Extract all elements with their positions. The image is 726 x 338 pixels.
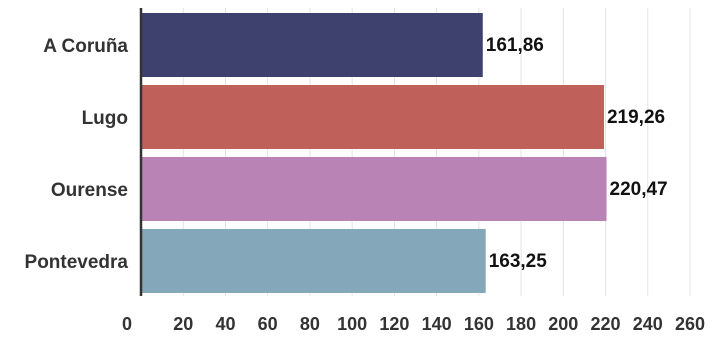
x-tick-label: 260 <box>675 314 705 334</box>
category-label: Pontevedra <box>25 252 129 273</box>
bars <box>141 13 607 293</box>
value-label: 220,47 <box>610 179 668 200</box>
bar <box>141 85 604 149</box>
x-tick-label: 180 <box>506 314 536 334</box>
x-tick-label: 80 <box>300 314 320 334</box>
x-tick-label: 60 <box>258 314 278 334</box>
x-tick-label: 240 <box>633 314 663 334</box>
category-label: Ourense <box>51 180 128 201</box>
value-label: 163,25 <box>489 251 548 272</box>
x-tick-label: 140 <box>422 314 452 334</box>
x-tick-label: 200 <box>548 314 578 334</box>
bar <box>141 157 607 221</box>
x-tick-label: 100 <box>337 314 367 334</box>
x-tick-label: 20 <box>173 314 193 334</box>
category-label: Lugo <box>82 108 128 129</box>
category-labels: A Coruña Lugo Ourense Pontevedra <box>25 36 129 273</box>
x-axis-tick-labels: 0 20 40 60 80 100 120 140 160 180 200 220 240 260 <box>122 314 705 334</box>
bar <box>141 229 486 293</box>
x-tick-label: 220 <box>591 314 621 334</box>
value-label: 219,26 <box>607 107 665 128</box>
x-tick-label: 40 <box>215 314 235 334</box>
x-tick-label: 0 <box>122 314 132 334</box>
value-label: 161,86 <box>486 35 544 56</box>
category-label: A Coruña <box>43 36 128 57</box>
value-labels: 161,86 219,26 220,47 163,25 <box>486 35 668 272</box>
bar <box>141 13 483 77</box>
x-tick-label: 120 <box>379 314 409 334</box>
x-tick-label: 160 <box>464 314 494 334</box>
